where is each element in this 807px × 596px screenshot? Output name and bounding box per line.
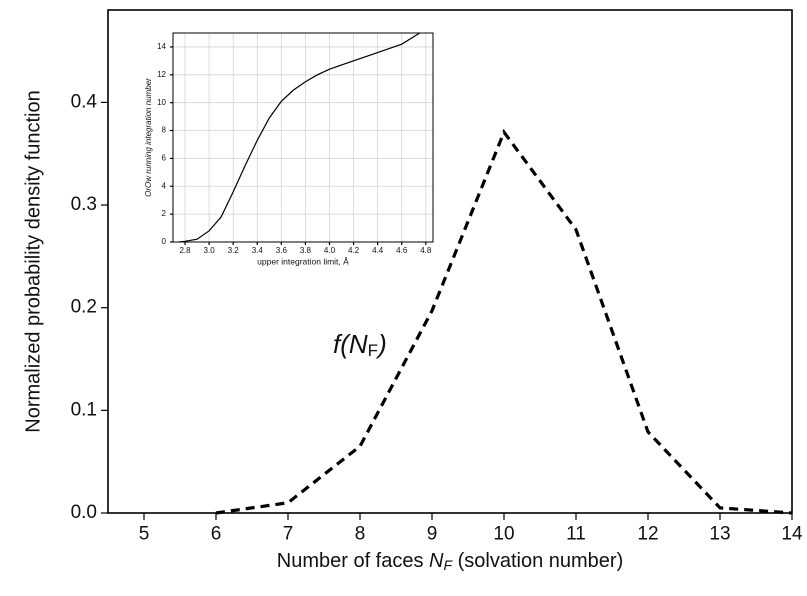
x-tick-label: 4.0: [324, 246, 336, 255]
plot-area: [173, 33, 433, 242]
x-axis-label: Number of faces NF (solvation number): [277, 550, 624, 573]
x-axis-label-part: (solvation number): [452, 550, 623, 572]
x-tick-label: 4.8: [420, 246, 432, 255]
y-tick-label: 14: [157, 42, 166, 51]
x-tick-label: 3.0: [204, 246, 216, 255]
x-tick-label: 4.2: [348, 246, 360, 255]
x-tick-label: 6: [211, 523, 222, 544]
x-tick-label: 3.4: [252, 246, 264, 255]
x-axis-label-part: F: [444, 557, 454, 573]
y-axis-label: Normalized probability density function: [22, 90, 44, 432]
x-tick-label: 3.6: [276, 246, 288, 255]
x-tick-label: 12: [637, 523, 658, 544]
y-tick-label: 0.2: [71, 297, 97, 318]
x-axis-label-part: Number of faces: [277, 550, 429, 572]
annotation: f(NF): [333, 329, 387, 360]
y-tick-label: 6: [162, 154, 167, 163]
y-tick-label: 0.3: [71, 194, 97, 215]
y-tick-label: 0.1: [71, 399, 97, 420]
data-line: [178, 32, 421, 243]
x-tick-label: 2.8: [179, 246, 191, 255]
x-tick-label: 4.4: [372, 246, 384, 255]
y-tick-label: 8: [162, 126, 167, 135]
data-line: [215, 128, 793, 515]
y-tick-label: 0: [162, 237, 167, 246]
x-tick-label: 8: [355, 523, 366, 544]
x-axis-label-part: upper integration limit, Å: [257, 257, 349, 267]
y-tick-label: 10: [157, 98, 166, 107]
x-tick-label: 4.6: [396, 246, 408, 255]
x-tick-label: 3.8: [300, 246, 312, 255]
annotation-part: ): [375, 329, 387, 359]
plot-frame: [172, 32, 434, 243]
x-axis-label: upper integration limit, Å: [257, 257, 349, 267]
y-tick-label: 0.0: [71, 502, 97, 523]
annotation-part: f(N: [333, 329, 368, 359]
x-tick-label: 9: [427, 523, 438, 544]
x-tick-label: 3.2: [228, 246, 240, 255]
x-tick-label: 7: [283, 523, 294, 544]
y-axis-label: OrOw running integration number: [144, 78, 153, 197]
y-tick-label: 0.4: [71, 91, 98, 112]
x-axis-label-part: N: [429, 550, 444, 572]
y-tick-label: 4: [162, 181, 167, 190]
x-tick-label: 11: [566, 523, 586, 544]
x-tick-label: 10: [493, 523, 514, 544]
annotation-part: F: [368, 341, 378, 360]
y-tick-label: 12: [157, 70, 166, 79]
x-tick-label: 13: [709, 523, 730, 544]
x-tick-label: 14: [781, 523, 803, 544]
y-tick-label: 2: [162, 209, 167, 218]
x-tick-label: 5: [139, 523, 150, 544]
plot-frame: [107, 9, 793, 514]
